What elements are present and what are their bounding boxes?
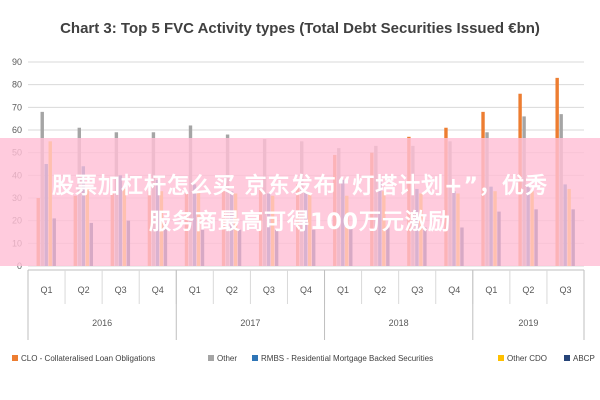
x-axis: Q1 Q2 Q3 Q4 Q1 Q2 Q3 Q4 Q1 Q2 Q3 Q4 Q1 Q2 Q3 2016 2017 20… xyxy=(27,269,585,340)
legend-swatch xyxy=(12,355,18,361)
year-label: 2017 xyxy=(240,318,260,328)
x-tick-label: Q2 xyxy=(522,285,534,295)
y-tick-label: 0 xyxy=(17,261,22,271)
x-tick-label: Q4 xyxy=(300,285,312,295)
x-tick-label: Q1 xyxy=(189,285,201,295)
x-tick-label: Q4 xyxy=(152,285,164,295)
x-tick-label: Q2 xyxy=(226,285,238,295)
legend-swatch xyxy=(208,355,214,361)
year-label: 2019 xyxy=(518,318,538,328)
x-tick-label: Q3 xyxy=(411,285,423,295)
x-tick-label: Q2 xyxy=(374,285,386,295)
y-tick-label: 70 xyxy=(12,102,22,112)
legend-label: Other CDO xyxy=(507,354,547,363)
y-tick-label: 60 xyxy=(12,125,22,135)
year-label: 2018 xyxy=(389,318,409,328)
year-label: 2016 xyxy=(92,318,112,328)
x-tick-label: Q2 xyxy=(78,285,90,295)
legend-swatch xyxy=(564,355,570,361)
y-tick-label: 90 xyxy=(12,57,22,67)
x-tick-label: Q3 xyxy=(559,285,571,295)
legend: CLO - Collateralised Loan Obligations Oth… xyxy=(12,354,595,363)
x-tick-label: Q1 xyxy=(337,285,349,295)
x-tick-label: Q3 xyxy=(263,285,275,295)
chart-title: Chart 3: Top 5 FVC Activity types (Total… xyxy=(60,20,540,37)
overlay-banner xyxy=(0,138,600,266)
overlay-text-line-1: 股票加杠杆怎么买 京东发布“灯塔计划+”，优秀 xyxy=(51,174,548,199)
legend-swatch xyxy=(252,355,258,361)
legend-label: CLO - Collateralised Loan Obligations xyxy=(21,354,155,363)
x-tick-label: Q1 xyxy=(41,285,53,295)
y-tick-label: 80 xyxy=(12,80,22,90)
legend-swatch xyxy=(498,355,504,361)
x-tick-label: Q1 xyxy=(485,285,497,295)
x-tick-label: Q4 xyxy=(448,285,460,295)
overlay-text-line-2: 服务商最高可得100万元激励 xyxy=(149,210,451,235)
legend-label: ABCP xyxy=(573,354,595,363)
x-tick-label: Q3 xyxy=(115,285,127,295)
legend-label: RMBS - Residential Mortgage Backed Secur… xyxy=(261,354,433,363)
legend-label: Other xyxy=(217,354,237,363)
